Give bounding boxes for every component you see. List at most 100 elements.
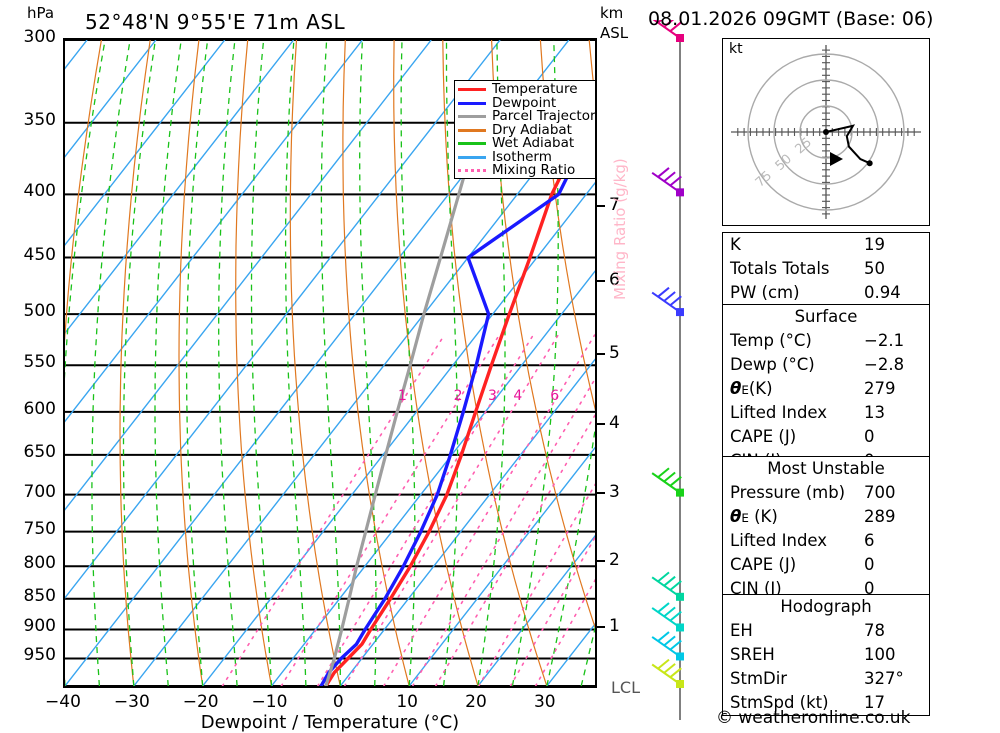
pressure-tick-label: 400 [23,181,56,202]
index-key: Totals Totals [730,259,830,278]
height-tick-mark [597,492,605,495]
indices-panel-surface: Surface Temp (°C) −2.1 Dewp (°C) −2.8 θE(K) 27… [722,304,930,474]
index-value: −2.8 [864,355,905,374]
legend-label: Wet Adiabat [492,135,575,151]
panel-heading: Most Unstable [767,459,885,478]
legend-item: Wet Adiabat [458,135,595,151]
height-tick-mark [597,205,605,208]
pressure-tick-label: 950 [23,645,56,666]
legend-swatch [458,169,486,173]
height-tick-mark [597,279,605,282]
station-title: 52°48'N 9°55'E 71m ASL [85,10,346,34]
height-tick-mark [597,625,605,628]
mixing-ratio-value: 6 [550,388,560,405]
legend-item: Parcel Trajectory [458,109,595,124]
legend-swatch [458,128,486,132]
index-row: θE (K) 289 [723,505,929,529]
indices-panel-hodograph: Hodograph EH 78 SREH 100 StmDir 327° StmSpd (kt… [722,594,930,716]
pressure-tick-label: 700 [23,481,56,502]
index-value: 19 [864,235,885,254]
legend-swatch [458,142,486,146]
pressure-tick-label: 450 [23,244,56,265]
height-tick-label: 2 [609,549,620,570]
legend-swatch [458,115,486,119]
mixing-ratio-value: 3 [488,388,497,405]
copyright-notice: © weatheronline.co.uk [716,708,911,728]
index-row: Pressure (mb) 700 [723,481,929,505]
index-value: 17 [864,693,885,712]
index-row: K 19 [723,233,929,257]
index-row: Lifted Index 13 [723,401,929,425]
pressure-tick-label: 300 [23,27,56,47]
xaxis-title: Dewpoint / Temperature (°C) [200,712,460,733]
mixing-ratio-value: 1 [398,388,407,405]
legend-item: Temperature [458,82,595,97]
index-key: Lifted Index [730,531,828,550]
index-value: −2.1 [864,331,905,350]
height-tick-label: 4 [609,413,620,434]
index-key: PW (cm) [730,283,800,302]
height-axis-asl-label: ASL [600,24,629,42]
indices-panel-most-unstable: Most Unstable Pressure (mb) 700 θE (K) 289 Li… [722,456,930,602]
skewt-grid [65,40,595,686]
height-tick-label: 1 [609,615,620,636]
index-value: 327° [864,669,904,688]
lcl-label: LCL [611,678,640,697]
mixing-ratio-value: 2 [453,388,463,405]
temperature-tick-label: −40 [45,692,81,712]
index-value: 0.94 [864,283,901,302]
temperature-tick-label: 0 [332,692,344,712]
index-row: StmSpd (kt) 17 [723,691,929,715]
temperature-tick-label: 30 [533,692,556,712]
pressure-tick-label: 550 [23,352,56,373]
mixing-ratio-value: 4 [513,388,523,405]
index-value: 13 [864,403,885,422]
index-key: StmSpd (kt) [730,693,829,712]
index-row: PW (cm) 0.94 [723,281,929,305]
index-value: 0 [864,555,875,574]
index-key: StmDir [730,669,788,688]
panel-heading: Surface [794,307,858,326]
legend-label: Isotherm [492,148,552,165]
index-value: 0 [864,579,875,598]
index-row: CIN (J) 0 [723,577,929,601]
temperature-tick-label: 20 [465,692,487,712]
hodograph[interactable]: 25 50 75 kt [722,38,930,226]
index-key: EH [730,621,753,640]
pressure-tick-label: 900 [23,616,56,637]
index-key: SREH [730,645,775,664]
legend-label: Dry Adiabat [492,121,572,138]
temperature-tick-label: −20 [182,692,219,712]
legend-swatch [458,101,486,105]
index-key: K [730,235,741,254]
pressure-tick-label: 850 [23,585,56,606]
legend-item: Dry Adiabat [458,121,595,138]
legend-item: Mixing Ratio [458,163,595,178]
date-title: 08.01.2026 09GMT (Base: 06) [648,8,934,30]
height-tick-mark [597,559,605,562]
index-value: 50 [864,259,885,278]
index-key: Temp (°C) [730,331,812,350]
index-row: StmDir 327° [723,667,929,691]
pressure-tick-label: 600 [23,398,56,419]
skewt-traces [319,108,595,686]
hodograph-unit-label: kt [729,41,743,57]
indices-panel-general: K 19 Totals Totals 50 PW (cm) 0.94 [722,232,930,306]
index-value: 0 [864,427,875,446]
legend-swatch [458,88,486,92]
pressure-tick-label: 800 [23,553,56,574]
mixing-ratio-axis-label: Mixing Ratio (g/kg) [611,158,629,300]
temperature-tick-label: −10 [251,692,288,712]
legend-label: Dewpoint [492,94,557,111]
index-key: θE(K) [730,379,773,398]
height-tick-label: 6 [609,269,620,290]
pressure-tick-label: 650 [23,441,56,462]
index-key: Dewp (°C) [730,355,815,374]
height-tick-label: 5 [609,342,620,363]
legend-swatch [458,155,486,159]
legend-item: Isotherm [458,148,595,165]
index-key: θE (K) [730,507,778,526]
